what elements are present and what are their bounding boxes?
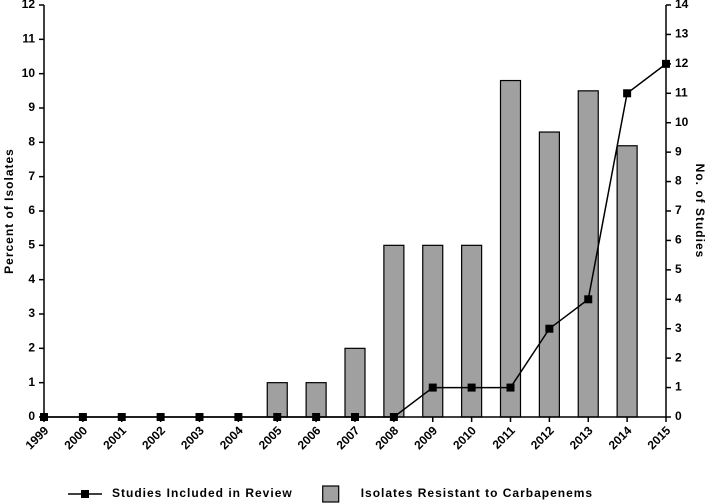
- bar: [577, 90, 599, 418]
- y-tick-label: 4: [28, 272, 35, 286]
- marker: [545, 324, 554, 333]
- marker: [117, 413, 126, 421]
- y2-tick-label: 14: [675, 0, 689, 11]
- y2-tick-label: 13: [675, 27, 689, 41]
- x-tick-label: 2009: [411, 423, 440, 452]
- y2-tick-label: 2: [675, 350, 682, 364]
- marker: [623, 89, 632, 98]
- y2-tick-label: 7: [675, 203, 682, 217]
- marker: [195, 413, 204, 421]
- y2-tick-label: 0: [675, 409, 682, 423]
- marker: [506, 383, 515, 392]
- x-tick-label: 2011: [490, 423, 519, 452]
- bar: [616, 145, 638, 418]
- marker: [273, 413, 282, 421]
- y2-tick-label: 6: [675, 233, 682, 247]
- x-tick-label: 2014: [606, 423, 635, 452]
- y-tick-label: 8: [28, 135, 35, 149]
- x-tick-label: 2015: [645, 423, 674, 452]
- y-tick-label: 5: [28, 238, 35, 252]
- marker: [467, 383, 476, 392]
- bar: [266, 382, 288, 418]
- marker: [584, 295, 593, 304]
- x-tick-label: 2012: [528, 423, 557, 452]
- bar: [305, 382, 327, 418]
- y2-tick-label: 10: [675, 115, 689, 129]
- x-tick-label: 2008: [372, 423, 401, 452]
- y2-tick-label: 5: [675, 262, 682, 276]
- y-tick-label: 1: [28, 375, 35, 389]
- x-tick-label: 2006: [295, 423, 324, 452]
- x-tick-label: 2013: [567, 423, 596, 452]
- x-tick-label: 2001: [100, 423, 129, 452]
- y2-tick-label: 11: [675, 85, 688, 99]
- y2-tick-label: 1: [675, 380, 682, 394]
- legend-marker: [81, 490, 89, 498]
- legend-label: Isolates Resistant to Carbapenems: [361, 486, 593, 500]
- marker: [351, 413, 359, 421]
- marker: [156, 413, 165, 421]
- y-tick-label: 9: [28, 100, 35, 114]
- x-tick-label: 2010: [450, 423, 479, 452]
- x-tick-label: 2002: [139, 423, 168, 452]
- y-tick-label: 6: [28, 203, 35, 217]
- marker: [662, 59, 670, 68]
- x-tick-label: 2007: [334, 423, 363, 452]
- x-tick-label: 2005: [256, 423, 285, 452]
- legend-label: Studies Included in Review: [112, 486, 293, 500]
- y2-tick-label: 12: [675, 56, 689, 70]
- y-axis-label: Percent of Isolates: [2, 148, 16, 274]
- y-tick-label: 7: [28, 169, 35, 183]
- bar: [383, 244, 405, 418]
- marker: [389, 413, 398, 421]
- y-tick-label: 0: [28, 409, 35, 423]
- x-tick-label: 2004: [217, 423, 246, 452]
- y2-tick-label: 4: [675, 291, 682, 305]
- y2-tick-label: 9: [675, 144, 682, 158]
- marker: [428, 383, 437, 392]
- marker: [234, 413, 243, 421]
- bar: [538, 131, 560, 418]
- x-tick-label: 2000: [61, 423, 90, 452]
- bar: [499, 79, 522, 418]
- y-tick-label: 12: [22, 0, 36, 11]
- y2-tick-label: 3: [675, 321, 682, 335]
- y-tick-label: 3: [28, 306, 35, 320]
- y2-tick-label: 8: [675, 174, 682, 188]
- marker: [312, 413, 321, 421]
- marker: [78, 413, 87, 421]
- legend-swatch: [322, 485, 340, 503]
- bar: [344, 347, 366, 418]
- y-tick-label: 2: [28, 341, 35, 355]
- marker: [40, 413, 48, 421]
- x-tick-label: 1999: [23, 423, 52, 452]
- y2-axis-label: No. of Studies: [693, 164, 707, 259]
- x-tick-label: 2003: [178, 423, 207, 452]
- y-tick-label: 11: [22, 32, 35, 46]
- y-tick-label: 10: [22, 66, 36, 80]
